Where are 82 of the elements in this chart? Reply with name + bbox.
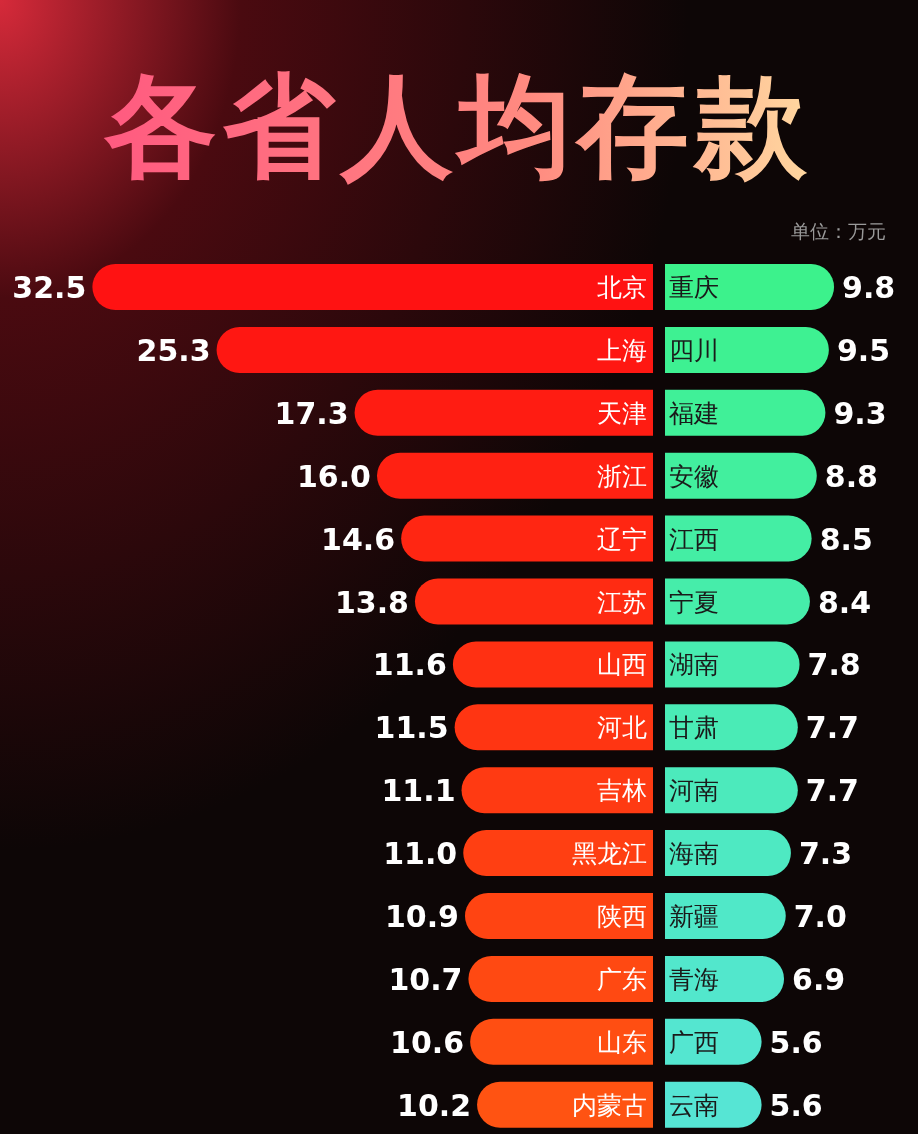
data-label: 9.5: [836, 332, 891, 368]
bar: [468, 955, 653, 1002]
y-tick-label: 江西: [669, 524, 719, 554]
data-label: 7.3: [798, 836, 853, 872]
data-label: 8.4: [817, 584, 872, 620]
y-tick-label: 安徽: [669, 461, 719, 491]
y-tick-label: 北京: [597, 273, 647, 302]
bar: [415, 578, 653, 625]
bar: [465, 893, 653, 939]
y-tick-label: 辽宁: [597, 524, 647, 554]
data-label: 32.5: [12, 270, 87, 305]
y-tick-label: 广东: [597, 964, 647, 994]
data-label: 9.8: [842, 270, 896, 305]
data-label: 14.6: [321, 521, 396, 557]
data-label: 7.8: [807, 647, 861, 683]
bar: [665, 515, 812, 562]
data-label: 7.0: [793, 899, 847, 934]
y-tick-label: 天津: [597, 398, 647, 428]
data-label: 5.6: [769, 1087, 823, 1123]
text: 单位：万元: [791, 220, 886, 242]
bar: [665, 389, 826, 436]
bar: [452, 641, 653, 688]
data-label: 10.2: [397, 1087, 472, 1123]
y-tick-label: 吉林: [597, 776, 647, 806]
bar: [477, 1081, 653, 1128]
y-tick-label: 四川: [669, 335, 719, 365]
bar: [354, 389, 653, 436]
y-tick-label: 江苏: [597, 587, 647, 617]
y-tick-label: 宁夏: [669, 587, 719, 617]
data-label: 8.5: [819, 521, 873, 557]
data-label: 10.7: [388, 961, 463, 997]
y-tick-label: 青海: [669, 964, 719, 994]
y-tick-label: 河南: [669, 776, 719, 806]
data-label: 10.9: [384, 899, 459, 934]
data-label: 10.6: [390, 1024, 465, 1060]
y-tick-label: 黑龙江: [572, 839, 647, 869]
y-tick-label: 上海: [597, 335, 647, 365]
data-label: 16.0: [296, 458, 371, 494]
bar: [401, 515, 653, 562]
y-tick-label: 甘肃: [669, 713, 719, 743]
data-label: 25.3: [136, 332, 211, 368]
bar: [665, 326, 829, 373]
data-label: 13.8: [334, 584, 409, 620]
y-tick-label: 山西: [597, 650, 647, 680]
data-label: 5.6: [769, 1024, 823, 1060]
data-label: 11.5: [374, 710, 449, 746]
chart-title: 各省人均存款: [103, 61, 813, 191]
bar: [665, 1018, 762, 1065]
y-tick-label: 广西: [669, 1027, 719, 1057]
y-tick-label: 陕西: [597, 902, 647, 931]
bar: [454, 704, 653, 751]
y-tick-label: 湖南: [669, 650, 719, 680]
y-tick-label: 重庆: [669, 273, 719, 302]
bar: [377, 452, 653, 499]
bar: [665, 264, 834, 310]
data-label: 9.3: [833, 395, 887, 431]
bar: [470, 1018, 653, 1065]
bar: [665, 767, 798, 814]
bar: [461, 767, 653, 814]
bar: [665, 704, 798, 751]
bar: [216, 326, 653, 373]
y-tick-label: 内蒙古: [572, 1090, 647, 1120]
data-label: 7.7: [805, 710, 859, 746]
y-tick-label: 海南: [669, 839, 719, 869]
bar: [665, 452, 817, 499]
bar: [665, 578, 810, 625]
data-label: 8.8: [824, 458, 878, 494]
data-label: 7.7: [805, 773, 859, 809]
bar: [92, 264, 653, 310]
data-label: 11.0: [383, 836, 458, 872]
y-tick-label: 河北: [597, 713, 647, 743]
data-label: 17.3: [274, 395, 349, 431]
bar: [463, 830, 653, 877]
data-label: 6.9: [792, 961, 846, 997]
data-label: 11.6: [372, 647, 447, 683]
y-tick-label: 福建: [669, 398, 719, 428]
data-label: 11.1: [381, 773, 456, 809]
bar: [665, 641, 800, 688]
y-tick-label: 云南: [669, 1090, 719, 1120]
y-tick-label: 山东: [597, 1027, 647, 1057]
y-tick-label: 新疆: [669, 902, 719, 931]
y-tick-label: 浙江: [597, 461, 647, 491]
